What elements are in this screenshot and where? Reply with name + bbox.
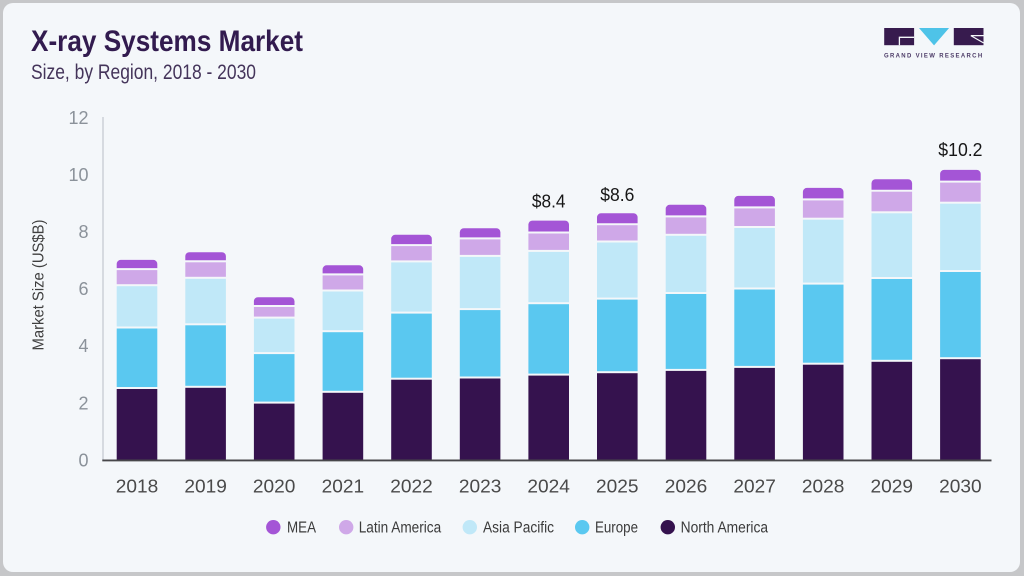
svg-text:10: 10 <box>68 165 88 185</box>
svg-text:4: 4 <box>78 336 88 356</box>
svg-text:$10.2: $10.2 <box>938 139 982 160</box>
svg-text:2030: 2030 <box>939 477 982 497</box>
svg-text:8: 8 <box>78 222 88 242</box>
svg-text:$8.6: $8.6 <box>600 184 634 205</box>
svg-text:Market Size (US$B): Market Size (US$B) <box>30 220 47 351</box>
svg-text:2018: 2018 <box>116 477 159 497</box>
svg-text:12: 12 <box>68 108 88 128</box>
svg-text:2024: 2024 <box>527 477 570 497</box>
svg-text:X-ray Systems Market: X-ray Systems Market <box>31 25 303 58</box>
svg-text:GRAND VIEW RESEARCH: GRAND VIEW RESEARCH <box>884 52 984 59</box>
svg-text:2026: 2026 <box>665 477 708 497</box>
svg-text:Asia Pacific: Asia Pacific <box>483 519 554 536</box>
svg-text:2020: 2020 <box>253 477 296 497</box>
svg-text:2022: 2022 <box>390 477 433 497</box>
svg-text:6: 6 <box>78 279 88 299</box>
svg-text:$8.4: $8.4 <box>532 190 566 211</box>
svg-text:2: 2 <box>78 393 88 413</box>
svg-text:Europe: Europe <box>595 519 638 536</box>
svg-text:2025: 2025 <box>596 477 639 497</box>
svg-text:Size, by Region, 2018 - 2030: Size, by Region, 2018 - 2030 <box>31 61 256 84</box>
svg-text:MEA: MEA <box>287 519 317 536</box>
svg-text:North America: North America <box>681 519 769 536</box>
svg-text:2023: 2023 <box>459 477 502 497</box>
svg-text:Latin America: Latin America <box>359 519 442 536</box>
svg-text:2029: 2029 <box>871 477 914 497</box>
svg-text:2028: 2028 <box>802 477 845 497</box>
svg-text:2021: 2021 <box>322 477 365 497</box>
svg-text:2019: 2019 <box>184 477 227 497</box>
svg-text:2027: 2027 <box>733 477 776 497</box>
svg-text:0: 0 <box>78 450 88 470</box>
